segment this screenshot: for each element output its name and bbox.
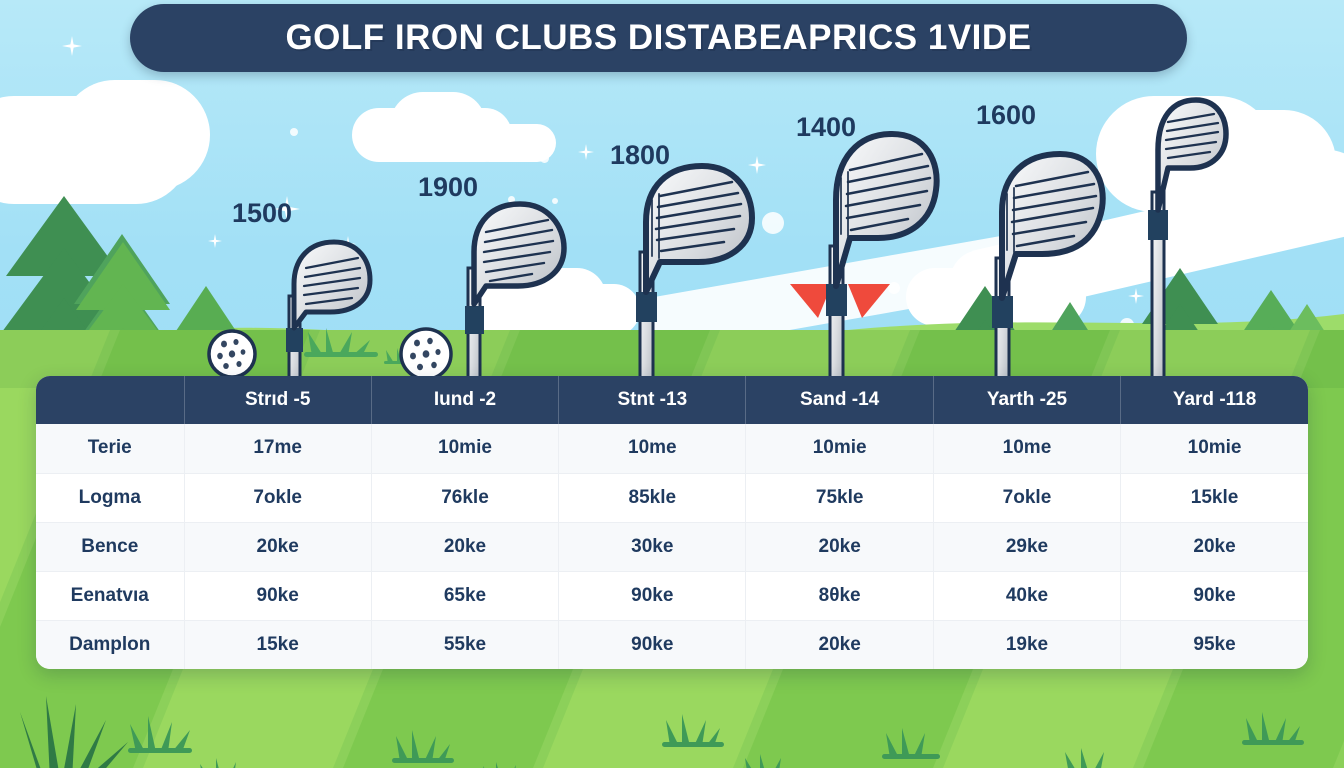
table-row: Damplon 15ke 55ke 90ke 20ke 19ke 95ke <box>36 620 1308 669</box>
golf-ball-1 <box>207 329 257 379</box>
table-row: Terie 17me 10mie 10me 10mie 10me 10mie <box>36 424 1308 474</box>
distance-table-card: Strıd -5 Iund -2 Stnt -13 Sand -14 Yarth… <box>36 376 1308 669</box>
cell: 20ke <box>371 522 560 572</box>
golf-club-2 <box>465 201 567 396</box>
grass-tuft-2 <box>128 716 192 753</box>
title-banner: GOLF IRON CLUBS DISTABEAPRICS 1VIDE <box>130 4 1187 72</box>
cell: 95ke <box>1193 633 1236 655</box>
cell: 75kle <box>745 473 934 523</box>
club-label-5: 1600 <box>976 100 1037 130</box>
table-header-col-3: Stnt -13 <box>558 376 747 424</box>
distance-table: Strıd -5 Iund -2 Stnt -13 Sand -14 Yarth… <box>36 376 1308 669</box>
cell: 15kle <box>1120 473 1308 523</box>
cell: 17me <box>184 424 372 474</box>
flag-shape-right <box>848 284 890 318</box>
cell: 8θke <box>745 571 934 621</box>
table-header-col-6: Yard -118 <box>1120 376 1308 424</box>
row-label: Damplon <box>36 620 185 669</box>
table-header-row: Strıd -5 Iund -2 Stnt -13 Sand -14 Yarth… <box>36 376 1308 424</box>
table-header-col-4: Sand -14 <box>745 376 934 424</box>
cell: 76kle <box>371 473 560 523</box>
club-label-3: 1800 <box>610 140 671 170</box>
table-row: Eenatvıa 90ke 65ke 90ke 8θke 40ke 90ke <box>36 571 1308 621</box>
cell: 7okle <box>933 473 1122 523</box>
cell: 15ke <box>184 620 372 669</box>
page-title: GOLF IRON CLUBS DISTABEAPRICS 1VIDE <box>285 18 1032 57</box>
cell: 90ke <box>558 571 747 621</box>
grass-tuft-5 <box>483 762 516 768</box>
cell: 10mie <box>745 424 934 474</box>
club-label-2: 1900 <box>418 172 479 202</box>
grass-tuft-6 <box>662 714 724 747</box>
grass-tuft-7 <box>745 754 781 768</box>
cell: 10mie <box>371 424 560 474</box>
cell: 20ke <box>745 522 934 572</box>
golf-club-1 <box>286 239 373 402</box>
cell: 90ke <box>1120 571 1308 621</box>
grass-tuft-9 <box>1065 748 1104 768</box>
cell: 30ke <box>558 522 747 572</box>
cell: 90ke <box>184 571 372 621</box>
row-label: Eenatvıa <box>36 571 185 621</box>
golf-club-6 <box>1148 97 1229 402</box>
flag-shape-left <box>790 284 832 318</box>
cell: 10me <box>558 424 747 474</box>
grass-tuft-8 <box>882 728 940 759</box>
cell: 20ke <box>745 620 934 669</box>
cell: 7okle <box>184 473 372 523</box>
club-label-1: 1500 <box>232 198 293 228</box>
cell: 19ke <box>933 620 1122 669</box>
table-row: Bence 20ke 20ke 30ke 20ke 29ke 20ke <box>36 522 1308 572</box>
cell: 65ke <box>371 571 560 621</box>
cell: 40ke <box>933 571 1122 621</box>
table-header-col-5: Yarth -25 <box>933 376 1122 424</box>
table-header-corner <box>36 376 185 424</box>
cell: 10mie <box>1120 424 1308 474</box>
golf-ball-2 <box>399 327 453 381</box>
row-label: Logma <box>36 473 185 523</box>
cell: 10me <box>933 424 1122 474</box>
grass-tuft-4 <box>392 730 454 763</box>
row-label: Terie <box>36 424 185 474</box>
grass-tuft-10 <box>1242 712 1304 745</box>
cell: 29ke <box>933 522 1122 572</box>
grass-tuft-3 <box>200 758 236 768</box>
table-header-col-2: Iund -2 <box>371 376 560 424</box>
table-row: Logma 7okle 76kle 85kle 75kle 7okle 15kl… <box>36 473 1308 523</box>
grass-tuft-1 <box>20 696 128 768</box>
golf-club-3 <box>636 163 755 400</box>
golf-club-5 <box>992 151 1106 400</box>
grass-tuft-11 <box>304 328 378 357</box>
table-body: Terie 17me 10mie 10me 10mie 10me 10mie L… <box>36 424 1308 669</box>
table-header: Strıd -5 Iund -2 Stnt -13 Sand -14 Yarth… <box>36 376 1308 424</box>
cell: 90ke <box>558 620 747 669</box>
cell: 20ke <box>184 522 372 572</box>
cell: 20ke <box>1120 522 1308 572</box>
row-label: Bence <box>36 522 185 572</box>
table-header-col-1: Strıd -5 <box>184 376 372 424</box>
cell: 85kle <box>558 473 747 523</box>
cell: 55ke <box>371 620 560 669</box>
club-label-4: 1400 <box>796 112 857 142</box>
golf-club-4 <box>826 131 940 398</box>
